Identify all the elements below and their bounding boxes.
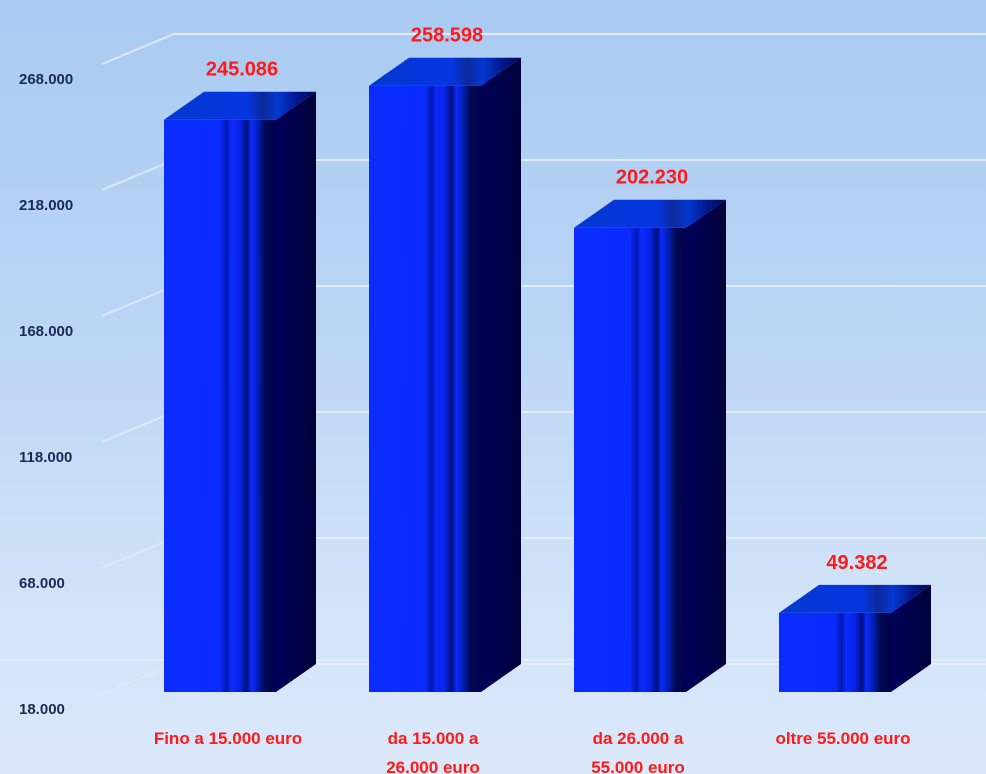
bar-top [574,199,726,228]
data-label: 258.598 [411,25,483,47]
bar-front [779,612,891,692]
x-tick-label: Fino a 15.000 euro [154,729,302,748]
bar-top [369,57,521,86]
x-tick-label: da 15.000 a [388,729,479,748]
bar-front [164,119,276,692]
data-label: 49.382 [826,552,887,574]
data-label: 245.086 [206,59,278,81]
x-tick-label: oltre 55.000 euro [775,729,910,748]
bar-side [276,91,316,692]
y-tick-label: 118.000 [19,449,72,466]
x-tick-label: 55.000 euro [591,758,685,774]
wall-gridline [101,285,175,317]
bar-front [369,85,481,692]
wall-gridline [101,537,175,569]
bar [779,584,931,692]
y-tick-label: 168.000 [19,323,73,340]
bar-side [686,199,726,692]
bar [164,91,316,692]
y-tick-label: 18.000 [19,701,65,718]
bar [574,199,726,692]
bar-top [779,584,931,613]
bar-side [481,57,521,692]
bar-side [891,584,931,692]
bar-front [574,227,686,692]
bar [369,57,521,692]
x-tick-label: da 26.000 a [593,729,684,748]
wall-gridline [101,33,175,65]
wall-gridline [101,411,175,443]
data-label: 202.230 [616,167,688,189]
y-tick-label: 268.000 [19,71,73,88]
bar-top [164,91,316,120]
y-tick-label: 68.000 [19,575,65,592]
y-tick-label: 218.000 [19,197,73,214]
wall-gridline [101,663,175,695]
wall-gridline [101,159,175,191]
x-tick-label: 26.000 euro [386,758,480,774]
